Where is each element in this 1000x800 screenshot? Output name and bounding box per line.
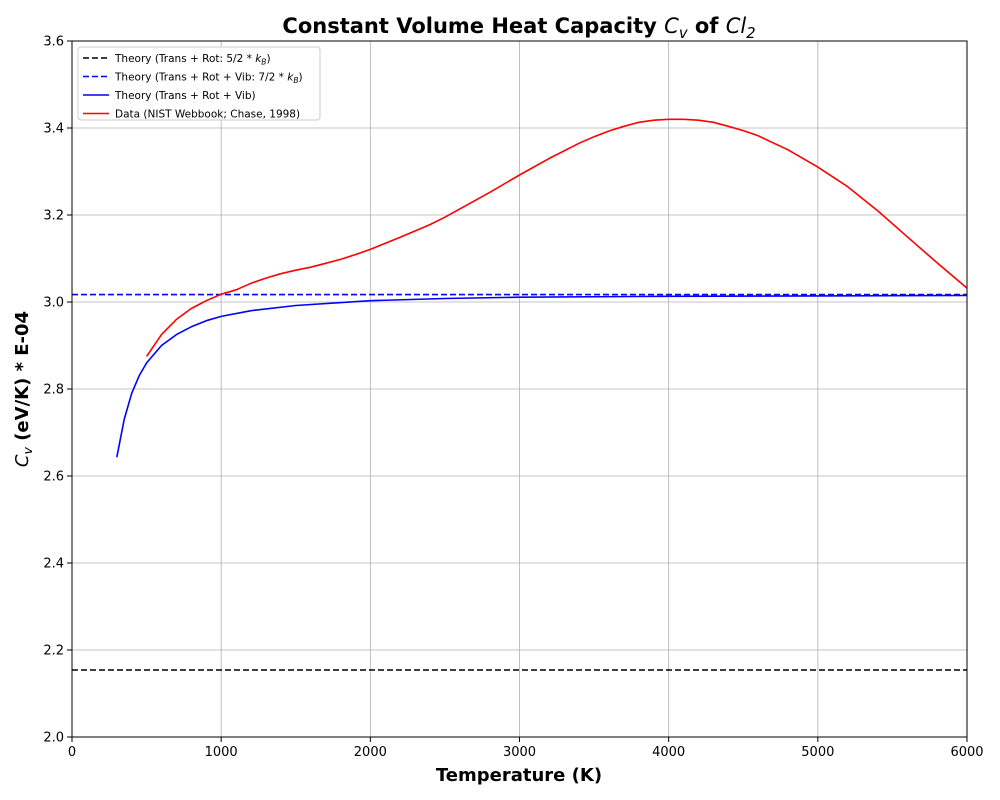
y-tick-label: 2.4 [43,557,64,572]
title-cv-symbol: C [664,14,679,38]
title-middle: of [688,14,726,38]
title-cl-subscript: 2 [746,25,755,42]
plot-lines [72,118,968,671]
y-tick-label: 2.0 [43,731,64,746]
x-tick-label: 0 [68,745,76,760]
series-line-3 [116,294,968,458]
series-line-4 [145,118,968,357]
y-tick-label: 2.8 [43,383,64,398]
legend-entries: Theory (Trans + Rot: 5/2 * kB) Theory (Tr… [83,53,303,120]
x-tick-label: 1000 [205,745,238,760]
y-tick-label: 3.2 [43,209,64,224]
x-tick-label: 3000 [503,745,536,760]
y-tick-label: 2.6 [43,470,64,485]
y-tick-label: 3.0 [43,296,64,311]
legend: Theory (Trans + Rot: 5/2 * kB) Theory (Tr… [77,46,321,121]
x-tick-label: 6000 [950,745,983,760]
ylabel-rest: (eV/K) * E-04 [12,311,33,447]
legend-label-1: Theory (Trans + Rot: 5/2 * kB) [114,53,271,67]
legend-label-4: Data (NIST Webbook; Chase, 1998) [115,108,300,120]
legend-box [77,46,321,121]
x-axis-ticks: 0 1000 2000 3000 4000 5000 6000 [68,737,984,760]
title-prefix: Constant Volume Heat Capacity [282,14,664,38]
y-tick-label: 3.6 [43,35,64,50]
x-tick-label: 2000 [354,745,387,760]
y-axis-label: Cv (eV/K) * E-04 [12,311,35,467]
ylabel-subscript: v [20,447,35,455]
x-tick-label: 5000 [801,745,834,760]
legend-label-2: Theory (Trans + Rot + Vib: 7/2 * kB) [114,71,303,85]
y-tick-label: 3.4 [43,122,64,137]
y-axis-ticks: 2.0 2.2 2.4 2.6 2.8 3.0 3.2 3.4 3.6 [43,35,72,746]
legend-label-3: Theory (Trans + Rot + Vib) [114,90,256,102]
title-cv-subscript: v [679,25,688,42]
y-tick-label: 2.2 [43,644,64,659]
x-axis-label: Temperature (K) [436,765,602,786]
x-tick-label: 4000 [652,745,685,760]
ylabel-symbol: C [12,454,33,467]
title-cl-symbol: Cl [726,14,747,38]
chart-title: Constant Volume Heat Capacity Cv of Cl2 [282,14,755,42]
